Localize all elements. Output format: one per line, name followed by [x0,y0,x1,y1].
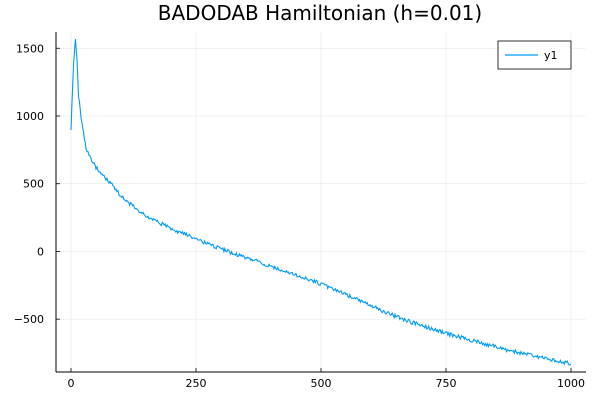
x-tick-label-2: 500 [311,377,332,390]
y-tick-label-1: 1000 [16,110,44,123]
x-tick-label-1: 250 [186,377,207,390]
y-tick-label-2: 500 [23,178,44,191]
y-tick-label-0: 1500 [16,42,44,55]
legend-label-y1: y1 [544,49,558,62]
tick-labels: 0 250 500 750 1000 1500 1000 500 0 −500 [14,42,585,390]
x-tick-label-3: 750 [436,377,457,390]
y-tick-label-4: −500 [14,313,44,326]
y-tick-label-3: 0 [37,245,44,258]
series-line-y1 [70,39,572,366]
grid [56,32,586,372]
series-layer [70,39,572,366]
legend: y1 [497,40,572,70]
x-tick-label-0: 0 [68,377,75,390]
chart-title: BADODAB Hamiltonian (h=0.01) [158,1,482,25]
axes [55,32,586,373]
x-tick-label-4: 1000 [557,377,585,390]
